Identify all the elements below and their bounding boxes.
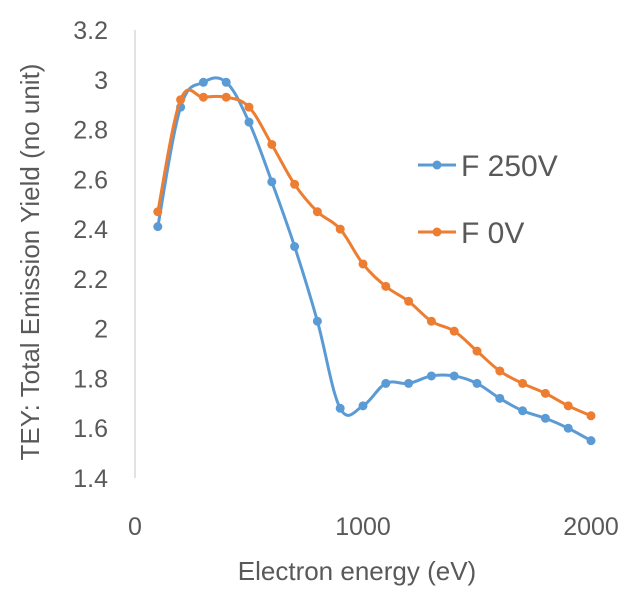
series-f-250v: [153, 76, 596, 446]
y-tick-label: 1.4: [73, 465, 108, 493]
y-tick-label: 1.6: [73, 415, 108, 443]
data-point-f-0v: [290, 179, 300, 189]
y-tick-label: 2.8: [73, 117, 108, 145]
data-point-f-250v: [495, 393, 505, 403]
y-tick-label: 3.2: [73, 17, 108, 45]
data-point-f-250v: [472, 378, 482, 388]
legend-label: F 250V: [461, 150, 558, 183]
series-layer: [153, 76, 596, 446]
data-point-f-0v: [221, 92, 231, 102]
y-tick-labels: 1.4 1.6 1.8 2 2.2 2.4 2.6 2.8 3 3.2: [73, 17, 108, 493]
data-point-f-0v: [335, 224, 345, 234]
x-axis-title: Electron energy (eV): [238, 556, 476, 586]
data-point-f-0v: [449, 326, 459, 336]
data-point-f-0v: [540, 388, 550, 398]
data-point-f-250v: [267, 177, 277, 187]
data-point-f-250v: [221, 77, 231, 87]
y-tick-label: 2.6: [73, 166, 108, 194]
data-point-f-250v: [312, 316, 322, 326]
data-point-f-250v: [290, 242, 300, 252]
legend-label: F 0V: [461, 217, 524, 250]
data-point-f-0v: [176, 95, 186, 105]
data-point-f-250v: [404, 378, 414, 388]
data-point-f-250v: [563, 423, 573, 433]
y-axis-title: TEY: Total Emission Yield (no unit): [15, 64, 45, 461]
legend-item-f-250v: F 250V: [418, 150, 558, 183]
data-point-f-250v: [153, 222, 163, 232]
series-f-0v: [153, 88, 596, 421]
legend-item-f-0v: F 0V: [418, 217, 524, 250]
data-point-f-0v: [404, 296, 414, 306]
data-point-f-0v: [586, 411, 596, 421]
data-point-f-0v: [472, 346, 482, 356]
data-point-f-250v: [518, 406, 528, 416]
data-point-f-250v: [198, 77, 208, 87]
data-point-f-250v: [426, 371, 436, 381]
x-tick-labels: 0 1000 2000: [128, 513, 619, 541]
data-point-f-0v: [312, 207, 322, 217]
data-point-f-0v: [381, 281, 391, 291]
legend: F 250V F 0V: [418, 150, 558, 250]
data-point-f-0v: [198, 92, 208, 102]
data-point-f-250v: [540, 413, 550, 423]
data-point-f-250v: [449, 371, 459, 381]
data-point-f-0v: [563, 401, 573, 411]
x-tick-label: 1000: [335, 513, 391, 541]
x-tick-label: 2000: [563, 513, 619, 541]
data-point-f-250v: [586, 436, 596, 446]
data-point-f-250v: [335, 403, 345, 413]
data-point-f-0v: [495, 366, 505, 376]
data-point-f-0v: [244, 102, 254, 112]
y-tick-label: 2: [94, 316, 108, 344]
x-tick-label: 0: [128, 513, 142, 541]
y-tick-label: 3: [94, 67, 108, 95]
data-point-f-250v: [358, 401, 368, 411]
data-point-f-0v: [358, 259, 368, 269]
y-tick-label: 1.8: [73, 365, 108, 393]
series-line-f-0v: [156, 88, 592, 418]
y-tick-label: 2.4: [73, 216, 108, 244]
data-point-f-250v: [244, 117, 254, 127]
y-tick-label: 2.2: [73, 266, 108, 294]
data-point-f-0v: [518, 378, 528, 388]
data-point-f-0v: [153, 207, 163, 217]
data-point-f-0v: [426, 316, 436, 326]
legend-swatch-marker: [432, 227, 442, 237]
data-point-f-250v: [381, 378, 391, 388]
legend-swatch-marker: [432, 160, 442, 170]
data-point-f-0v: [267, 139, 277, 149]
